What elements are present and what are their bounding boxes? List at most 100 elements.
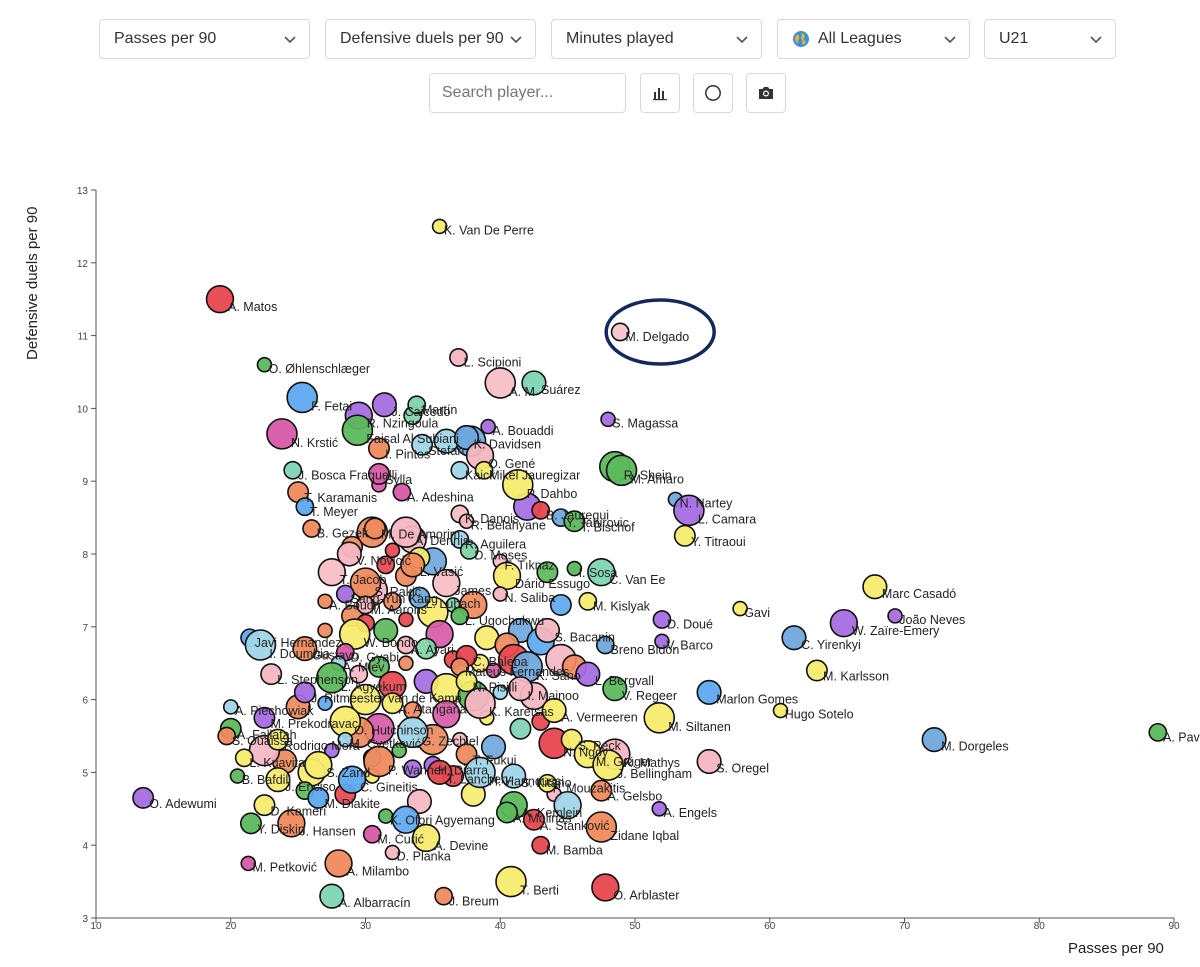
player-point[interactable] [654,633,670,650]
player-point[interactable] [610,322,630,342]
league-select[interactable]: All Leagues [777,19,970,59]
player-point[interactable] [585,811,618,843]
player-point[interactable] [398,611,414,628]
player-point[interactable] [673,494,705,527]
player-point[interactable] [376,555,396,575]
player-point[interactable] [485,662,502,679]
player-point[interactable] [286,381,318,414]
player-point[interactable] [415,637,438,660]
player-point[interactable] [431,218,448,235]
player-point[interactable] [484,367,517,399]
player-point[interactable] [411,823,441,853]
player-point[interactable] [317,695,333,712]
player-point[interactable] [307,786,330,809]
player-point[interactable] [384,844,401,861]
player-point[interactable] [411,433,434,456]
player-point[interactable] [464,687,496,720]
player-point[interactable] [560,728,583,751]
age-group-select[interactable]: U21 [984,19,1116,59]
player-point[interactable] [450,460,470,480]
player-point[interactable] [392,482,412,502]
player-point[interactable] [349,683,382,716]
player-point[interactable] [492,561,522,591]
player-search-input[interactable] [429,73,626,113]
player-point[interactable] [408,586,431,609]
player-point[interactable] [253,706,276,729]
player-point[interactable] [432,568,461,598]
player-point[interactable] [492,684,509,701]
player-point[interactable] [384,542,401,559]
player-point[interactable] [587,557,616,587]
player-point[interactable] [239,812,262,835]
player-point[interactable] [480,734,507,760]
player-point[interactable] [536,561,559,584]
player-point[interactable] [293,681,316,704]
player-point[interactable] [256,356,273,373]
player-point[interactable] [566,560,583,577]
player-point[interactable] [266,728,289,751]
player-point[interactable] [371,392,397,418]
player-point[interactable] [304,750,333,780]
player-point[interactable] [398,655,414,672]
player-point[interactable] [363,745,395,778]
player-point[interactable] [521,370,547,396]
player-point[interactable] [396,635,416,655]
player-point[interactable] [205,285,235,314]
player-point[interactable] [240,855,257,872]
player-point[interactable] [406,788,433,815]
player-point[interactable] [696,748,722,775]
player-point[interactable] [367,437,390,460]
player-point[interactable] [732,600,748,617]
player-point[interactable] [427,759,453,786]
player-point[interactable] [600,411,616,428]
player-point[interactable] [217,726,237,746]
size-metric-select[interactable]: Minutes played [551,19,762,59]
screenshot-button[interactable] [746,73,786,113]
player-point[interactable] [921,727,947,753]
circle-tool-button[interactable] [693,73,733,113]
player-point[interactable] [222,699,239,715]
player-point[interactable] [434,886,454,906]
player-point[interactable] [403,759,423,779]
player-point[interactable] [295,497,315,517]
player-point[interactable] [651,800,668,817]
bar-chart-button[interactable] [640,73,680,113]
player-point[interactable] [337,731,354,748]
player-point[interactable] [862,574,888,600]
player-point[interactable] [643,701,676,734]
player-point[interactable] [266,418,298,450]
player-point[interactable] [319,883,345,909]
player-point[interactable] [538,773,557,793]
player-point[interactable] [234,748,254,768]
player-point[interactable] [383,591,402,611]
player-point[interactable] [495,801,518,824]
player-point[interactable] [253,794,276,817]
player-point[interactable] [356,595,375,615]
player-point[interactable] [336,541,362,567]
player-point[interactable] [605,454,638,487]
player-point[interactable] [381,692,404,715]
player-point[interactable] [292,636,318,662]
player-point[interactable] [531,835,551,855]
player-point[interactable] [455,670,478,693]
player-point[interactable] [229,768,246,784]
player-point[interactable] [805,659,828,682]
player-point[interactable] [316,661,348,694]
player-point[interactable] [509,717,532,740]
player-point[interactable] [522,808,545,831]
player-point[interactable] [590,779,613,802]
player-point[interactable] [373,617,399,644]
player-point[interactable] [390,516,422,548]
player-point[interactable] [244,629,277,661]
player-point[interactable] [696,679,722,705]
player-point[interactable] [367,462,390,485]
player-point[interactable] [531,500,551,520]
player-point[interactable] [283,460,303,480]
player-point[interactable] [432,699,461,729]
player-point[interactable] [781,625,807,651]
player-point[interactable] [541,697,567,724]
player-point[interactable] [349,664,369,684]
player-point[interactable] [362,824,382,844]
player-point[interactable] [495,865,527,898]
player-point[interactable] [450,606,470,626]
